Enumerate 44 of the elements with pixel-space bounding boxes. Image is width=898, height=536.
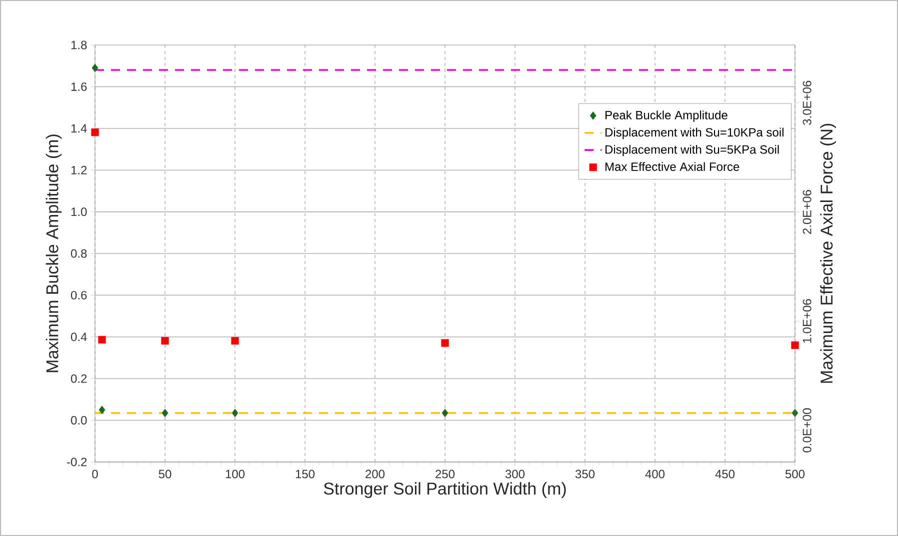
legend-label: Max Effective Axial Force bbox=[606, 162, 740, 171]
point bbox=[441, 339, 449, 347]
point bbox=[232, 408, 238, 418]
x-axis-title: Stronger Soil Partition Width (m) bbox=[324, 482, 566, 498]
point bbox=[161, 337, 169, 345]
y2-axis-title: Maximum Effective Axial Force (N) bbox=[820, 124, 836, 383]
y-tick-label: 1.4 bbox=[71, 124, 87, 133]
y2-tick-label: 3.0E+06 bbox=[802, 80, 812, 125]
y-tick-label: 1.6 bbox=[71, 82, 87, 91]
y-tick-label: 0.6 bbox=[70, 290, 87, 300]
legend-label: Displacement with Su=5KPa Soil bbox=[606, 144, 779, 156]
point bbox=[162, 408, 168, 418]
y-tick-label: 1.2 bbox=[71, 166, 87, 174]
x-tick-label: 500 bbox=[785, 470, 805, 478]
x-tick-label: 250 bbox=[436, 470, 455, 478]
legend-label: Displacement with Su=10KPa soil bbox=[606, 128, 784, 139]
y-tick-label: 0.0 bbox=[70, 416, 87, 425]
y-tick-label: 0.8 bbox=[70, 249, 87, 258]
x-tick-label: 0 bbox=[92, 470, 98, 478]
y2-tick-label: 2.0E+06 bbox=[802, 190, 812, 234]
y2-tick-label: 0.0E+00 bbox=[802, 408, 812, 452]
x-tick-label: 450 bbox=[715, 470, 735, 478]
y-tick-label: 1.0 bbox=[71, 208, 87, 216]
x-tick-label: 300 bbox=[505, 470, 525, 478]
point bbox=[98, 336, 106, 344]
point bbox=[791, 341, 799, 349]
x-tick-label: 150 bbox=[296, 470, 315, 478]
point bbox=[91, 128, 99, 136]
x-tick-label: 400 bbox=[645, 470, 665, 478]
y-tick-label: -0.2 bbox=[67, 458, 87, 466]
y-tick-label: 1.8 bbox=[71, 40, 87, 50]
x-tick-label: 200 bbox=[366, 470, 385, 478]
x-tick-label: 50 bbox=[158, 470, 172, 478]
point bbox=[92, 64, 98, 72]
point bbox=[98, 406, 106, 414]
x-tick-label: 350 bbox=[575, 470, 595, 478]
y-tick-label: 0.2 bbox=[70, 374, 87, 383]
legend-label: Peak Buckle Amplitude bbox=[606, 110, 728, 122]
y-axis-title: Maximum Buckle Amplitude (m) bbox=[46, 134, 62, 372]
point bbox=[231, 337, 239, 345]
y-tick-label: 0.4 bbox=[70, 332, 87, 342]
x-tick-label: 100 bbox=[226, 470, 245, 478]
point bbox=[442, 408, 448, 418]
y2-tick-label: 1.0E+06 bbox=[802, 299, 812, 343]
